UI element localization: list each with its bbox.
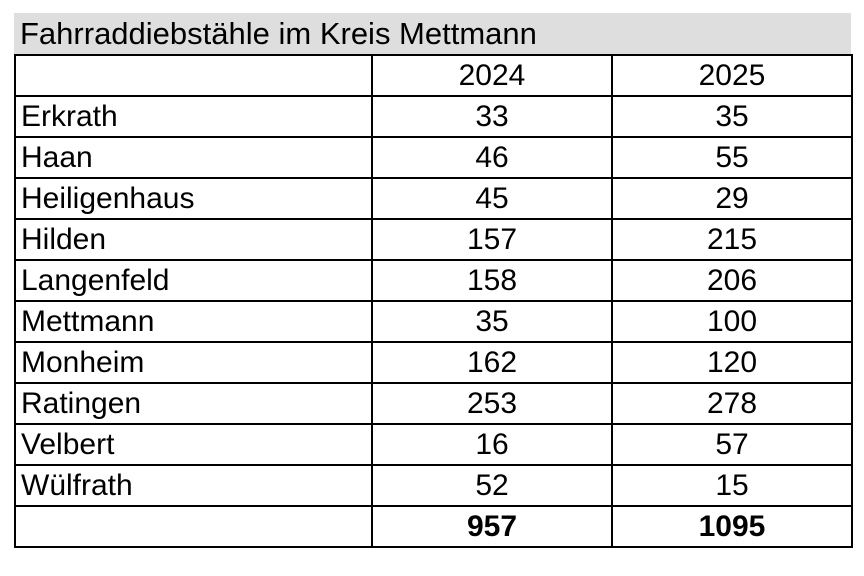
value-cell[interactable]: 278 (611, 382, 853, 425)
total-value-cell[interactable]: 957 (371, 505, 613, 548)
value-cell[interactable]: 45 (371, 177, 613, 220)
table-row: Hilden 157 215 (14, 218, 853, 261)
table-block: Fahrraddiebstähle im Kreis Mettmann 2024… (14, 13, 853, 548)
value-cell[interactable]: 52 (371, 464, 613, 507)
value-cell[interactable]: 206 (611, 259, 853, 302)
table-row: Heiligenhaus 45 29 (14, 177, 853, 220)
city-cell[interactable]: Velbert (14, 423, 373, 466)
value-cell[interactable]: 55 (611, 136, 853, 179)
value-cell[interactable]: 162 (371, 341, 613, 384)
table-row: Mettmann 35 100 (14, 300, 853, 343)
table-title: Fahrraddiebstähle im Kreis Mettmann (14, 13, 851, 54)
value-cell[interactable]: 46 (371, 136, 613, 179)
total-value-cell[interactable]: 1095 (611, 505, 853, 548)
value-cell[interactable]: 57 (611, 423, 853, 466)
totals-empty-cell[interactable] (14, 505, 373, 548)
city-cell[interactable]: Heiligenhaus (14, 177, 373, 220)
value-cell[interactable]: 35 (371, 300, 613, 343)
value-cell[interactable]: 253 (371, 382, 613, 425)
table-row: Wülfrath 52 15 (14, 464, 853, 507)
value-cell[interactable]: 158 (371, 259, 613, 302)
city-cell[interactable]: Langenfeld (14, 259, 373, 302)
value-cell[interactable]: 33 (371, 95, 613, 138)
table-row: Langenfeld 158 206 (14, 259, 853, 302)
table-row: Haan 46 55 (14, 136, 853, 179)
table-row: Velbert 16 57 (14, 423, 853, 466)
city-cell[interactable]: Ratingen (14, 382, 373, 425)
table-row: Erkrath 33 35 (14, 95, 853, 138)
value-cell[interactable]: 35 (611, 95, 853, 138)
value-cell[interactable]: 120 (611, 341, 853, 384)
value-cell[interactable]: 29 (611, 177, 853, 220)
city-cell[interactable]: Erkrath (14, 95, 373, 138)
city-cell[interactable]: Haan (14, 136, 373, 179)
header-year-cell[interactable]: 2025 (611, 54, 853, 97)
table-row: Ratingen 253 278 (14, 382, 853, 425)
data-table: 2024 2025 Erkrath 33 35 Haan 46 55 Heiligenhaus… (14, 54, 853, 548)
value-cell[interactable]: 16 (371, 423, 613, 466)
value-cell[interactable]: 215 (611, 218, 853, 261)
value-cell[interactable]: 157 (371, 218, 613, 261)
city-cell[interactable]: Wülfrath (14, 464, 373, 507)
header-empty-cell[interactable] (14, 54, 373, 97)
header-year-cell[interactable]: 2024 (371, 54, 613, 97)
city-cell[interactable]: Monheim (14, 341, 373, 384)
table-row: Monheim 162 120 (14, 341, 853, 384)
value-cell[interactable]: 15 (611, 464, 853, 507)
table-body: 2024 2025 Erkrath 33 35 Haan 46 55 Heiligenhaus… (14, 54, 853, 548)
city-cell[interactable]: Hilden (14, 218, 373, 261)
value-cell[interactable]: 100 (611, 300, 853, 343)
totals-row: 957 1095 (14, 505, 853, 548)
city-cell[interactable]: Mettmann (14, 300, 373, 343)
header-row: 2024 2025 (14, 54, 853, 97)
